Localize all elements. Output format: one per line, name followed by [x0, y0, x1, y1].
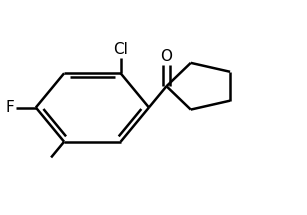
Text: O: O: [161, 49, 173, 64]
Text: F: F: [6, 100, 14, 115]
Text: Cl: Cl: [113, 42, 128, 57]
